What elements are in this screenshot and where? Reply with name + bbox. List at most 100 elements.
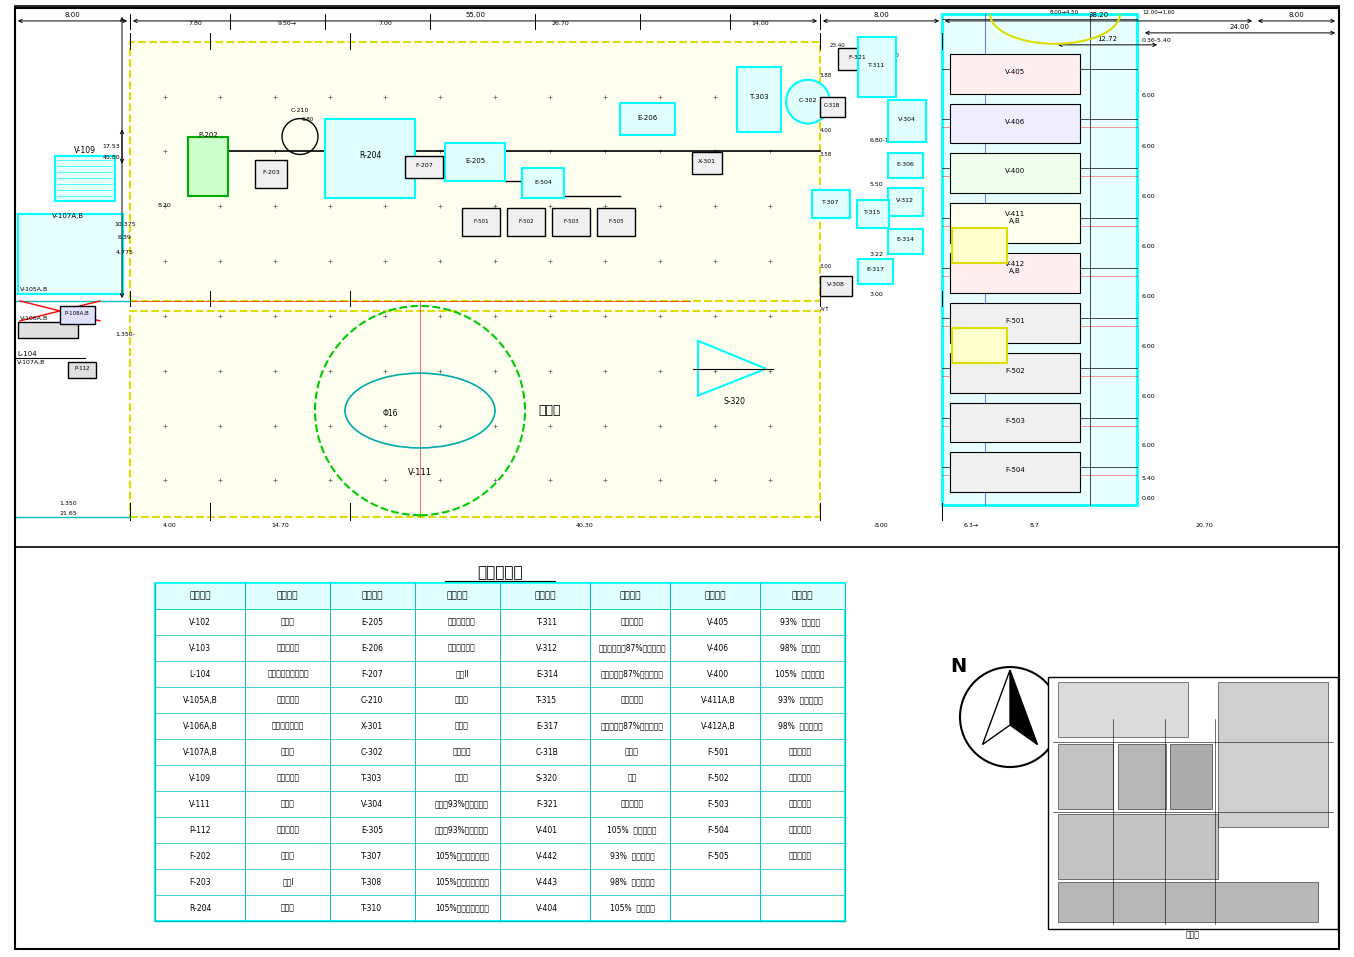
Text: V-312: V-312 (896, 198, 914, 203)
Text: V-308: V-308 (827, 282, 845, 287)
Bar (1219, 682, 1328, 827)
Text: P-202: P-202 (198, 131, 218, 138)
Text: V-109: V-109 (74, 146, 96, 155)
Bar (597, 209, 635, 236)
Bar (154, 583, 845, 921)
Text: 4.00: 4.00 (821, 127, 833, 132)
Text: 105%发烟硫酸冷却器: 105%发烟硫酸冷却器 (435, 903, 489, 913)
Text: N: N (951, 657, 967, 676)
Text: E-314: E-314 (536, 670, 558, 679)
Text: V-102: V-102 (190, 617, 211, 627)
Text: 17.53: 17.53 (103, 144, 121, 149)
Bar (951, 453, 1080, 492)
Text: 2.02: 2.02 (821, 107, 833, 113)
Bar (812, 190, 850, 218)
Bar (1057, 744, 1113, 809)
Text: 贮液槽: 贮液槽 (282, 747, 295, 757)
Text: 10.375: 10.375 (114, 222, 135, 227)
Text: 8.00: 8.00 (873, 11, 888, 18)
Bar (1118, 744, 1166, 809)
Text: 93%  硫酸高位槽: 93% 硫酸高位槽 (777, 696, 822, 704)
Text: V-105A,B: V-105A,B (20, 287, 49, 292)
Text: 电炉I: 电炉I (282, 878, 294, 886)
Text: 6.00: 6.00 (1141, 443, 1155, 449)
Bar (942, 14, 1137, 505)
Text: S-320: S-320 (724, 396, 746, 406)
Text: T-315: T-315 (864, 211, 881, 215)
Text: V-111: V-111 (190, 799, 211, 809)
Text: 干燥塔93%硫酸循环槽: 干燥塔93%硫酸循环槽 (435, 799, 489, 809)
Text: V-401: V-401 (536, 826, 558, 835)
Text: 8.00→4.50: 8.00→4.50 (1049, 10, 1079, 15)
Text: 低温过热器: 低温过热器 (788, 799, 811, 809)
Text: 3.22: 3.22 (871, 252, 884, 257)
Text: 105%发烟硫酸循环槽: 105%发烟硫酸循环槽 (435, 878, 489, 886)
Text: V-411A,B: V-411A,B (700, 696, 735, 704)
Bar (255, 161, 287, 189)
Bar (858, 37, 896, 97)
Text: 快速溶硫槽: 快速溶硫槽 (276, 696, 299, 704)
Text: V-406: V-406 (707, 643, 728, 653)
Bar (737, 67, 781, 131)
Bar (951, 153, 1080, 193)
Text: 6.00: 6.00 (1141, 294, 1155, 299)
Bar (405, 156, 443, 178)
Text: S-320: S-320 (536, 773, 558, 783)
Text: 3.22: 3.22 (821, 192, 833, 197)
Text: 93%  硫酸贮槽: 93% 硫酸贮槽 (780, 617, 821, 627)
Text: 引风机: 引风机 (455, 696, 468, 704)
Text: E-306: E-306 (896, 163, 914, 167)
Text: 98%  硫酸计量槽: 98% 硫酸计量槽 (609, 878, 654, 886)
Text: V-411
A,B: V-411 A,B (1005, 211, 1025, 224)
Text: V-111: V-111 (408, 468, 432, 478)
Text: F-321: F-321 (536, 799, 558, 809)
Text: X-301: X-301 (362, 722, 383, 730)
Bar (68, 362, 96, 378)
Text: 6.39: 6.39 (118, 235, 131, 240)
Bar (188, 137, 227, 196)
Text: A/↑: A/↑ (821, 307, 830, 312)
Text: C-31B: C-31B (536, 747, 558, 757)
Text: 105%发烟硫酸循环槽: 105%发烟硫酸循环槽 (435, 852, 489, 860)
Text: 一、二级转化87%硫酸循环槽: 一、二级转化87%硫酸循环槽 (598, 643, 666, 653)
Bar (821, 276, 852, 296)
Bar (951, 103, 1080, 144)
Text: 液硫炉: 液硫炉 (282, 799, 295, 809)
Text: V-405: V-405 (1005, 69, 1025, 75)
Text: 6.80: 6.80 (302, 117, 314, 122)
Text: F-202: F-202 (190, 852, 211, 860)
Text: F-501: F-501 (1005, 318, 1025, 323)
Text: 设备名称: 设备名称 (276, 591, 298, 601)
Text: 熔料斗: 熔料斗 (282, 617, 295, 627)
Text: 第三热交换器: 第三热交换器 (448, 643, 475, 653)
Text: V-106A,B: V-106A,B (20, 316, 49, 321)
Text: V-107A,B: V-107A,B (183, 747, 218, 757)
Text: 设备位号: 设备位号 (535, 591, 555, 601)
Text: 9.50→: 9.50→ (278, 21, 297, 26)
Text: 设备名称: 设备名称 (792, 591, 814, 601)
Text: F-503: F-503 (707, 799, 728, 809)
Text: C-210: C-210 (291, 107, 309, 113)
Bar (951, 353, 1080, 392)
Bar (838, 48, 876, 70)
Text: F-203: F-203 (263, 170, 280, 175)
Text: 液流结晶帮流控制机: 液流结晶帮流控制机 (267, 670, 309, 679)
Circle shape (960, 667, 1060, 767)
Text: E-205: E-205 (464, 159, 485, 165)
Text: 8.34: 8.34 (871, 222, 884, 227)
Text: 催化器: 催化器 (282, 903, 295, 913)
Text: 电炉II: 电炉II (455, 670, 468, 679)
Text: 第二热交换器: 第二热交换器 (448, 617, 475, 627)
Text: 105%  硫酸高位槽: 105% 硫酸高位槽 (776, 670, 825, 679)
Text: 6.3→: 6.3→ (964, 523, 979, 528)
Bar (888, 153, 923, 178)
Text: V-404: V-404 (536, 903, 558, 913)
Bar (1057, 814, 1219, 879)
Text: T-315: T-315 (536, 696, 558, 704)
Text: V-105A,B: V-105A,B (183, 696, 218, 704)
Text: F-207: F-207 (362, 670, 383, 679)
Text: T-311: T-311 (536, 617, 558, 627)
Text: 4.00: 4.00 (162, 523, 177, 528)
Text: 20.70: 20.70 (1196, 523, 1213, 528)
Text: V-405: V-405 (707, 617, 728, 627)
